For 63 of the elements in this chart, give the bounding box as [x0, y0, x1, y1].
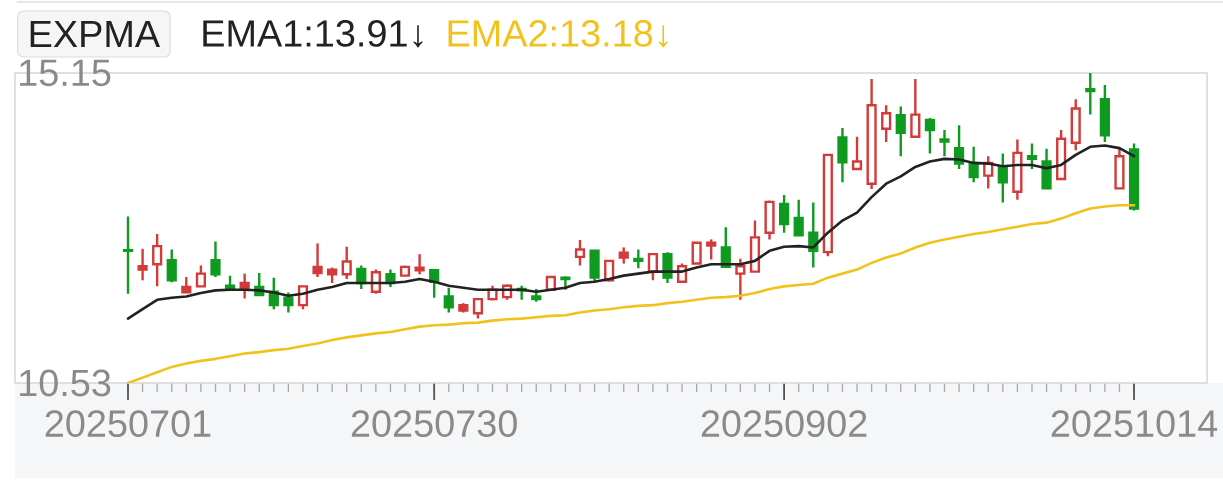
candlestick	[166, 248, 177, 284]
candlestick	[1099, 83, 1110, 144]
candlestick	[414, 252, 425, 276]
candlestick	[749, 219, 761, 273]
candlestick	[604, 259, 615, 283]
candlestick	[822, 153, 833, 258]
candlestick	[312, 242, 323, 279]
candlestick	[472, 297, 484, 320]
candlestick	[1070, 97, 1081, 152]
candlestick	[1012, 138, 1023, 202]
candlestick	[1114, 147, 1125, 190]
candlestick	[574, 238, 586, 267]
y-tick-label: 15.15	[20, 59, 111, 87]
x-tick-label: 20251014	[1051, 410, 1218, 438]
candlestick	[910, 77, 921, 140]
candlestick	[443, 286, 454, 314]
candlestick	[691, 240, 702, 266]
candlestick	[341, 245, 352, 281]
chart-title: EXPMA	[30, 20, 161, 48]
candlestick	[881, 104, 892, 144]
candlestick	[152, 232, 163, 288]
candlestick	[968, 145, 979, 184]
candlestick	[735, 257, 746, 301]
candlestick	[487, 284, 498, 302]
candlestick	[501, 283, 513, 301]
candlestick	[297, 284, 309, 311]
candlestick	[924, 116, 936, 155]
candlestick	[939, 128, 950, 158]
candlestick	[851, 135, 863, 172]
candlestick	[779, 193, 790, 234]
y-tick-label: 10.53	[20, 369, 111, 397]
candlestick	[895, 105, 906, 158]
candlestick	[633, 248, 644, 270]
candlestick	[224, 274, 236, 291]
candlestick	[676, 262, 688, 283]
candlestick	[662, 250, 673, 285]
line-series	[126, 203, 1136, 383]
candlestick	[1026, 142, 1038, 171]
candlestick	[1041, 147, 1052, 191]
candlestick	[210, 240, 221, 279]
candlestick	[997, 152, 1008, 204]
candlestick	[866, 77, 877, 191]
candlestick	[370, 268, 381, 295]
candlestick	[793, 198, 804, 238]
candlestick	[137, 247, 148, 282]
candlestick	[560, 275, 571, 291]
x-tick-label: 20250902	[701, 410, 867, 438]
candlestick	[647, 252, 658, 282]
candlestick	[399, 264, 411, 278]
candlestick	[122, 215, 134, 295]
text: EMA2:13.18↓	[448, 20, 668, 48]
candlestick	[195, 264, 206, 289]
candlestick	[837, 126, 848, 184]
candlestick	[589, 248, 600, 283]
candlestick	[1056, 128, 1067, 181]
x-tick-label: 20250730	[351, 410, 517, 438]
candlestick	[545, 274, 556, 291]
x-tick-label: 20250701	[45, 410, 211, 438]
candlestick	[808, 201, 819, 269]
candlestick	[983, 155, 994, 190]
text: EMA1:13.91↓	[203, 20, 423, 48]
candlestick	[764, 199, 775, 241]
candlestick	[283, 291, 294, 314]
